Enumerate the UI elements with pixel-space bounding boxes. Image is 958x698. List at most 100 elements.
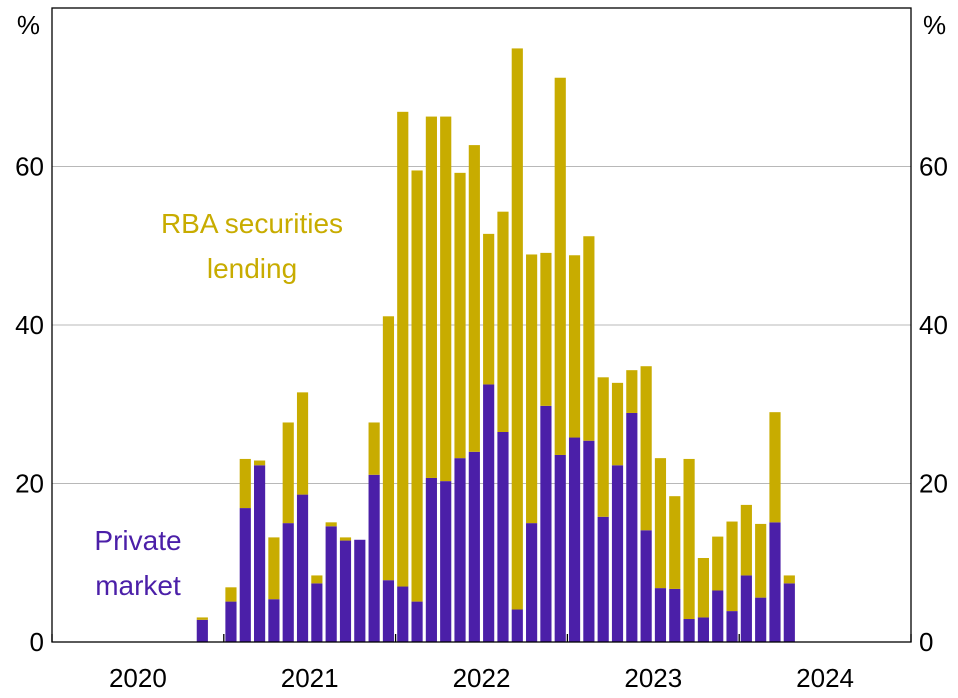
y-tick-label-right: 0 bbox=[919, 627, 933, 657]
bar-segment bbox=[239, 458, 251, 509]
bar-segment bbox=[511, 609, 523, 642]
bar-segment bbox=[540, 405, 552, 642]
bar-segment bbox=[454, 172, 466, 459]
bar-segment bbox=[411, 170, 423, 602]
bar-segment bbox=[440, 481, 452, 642]
bar-segment bbox=[325, 522, 337, 527]
bar-segment bbox=[497, 431, 509, 642]
bar-segment bbox=[325, 526, 337, 642]
y-tick-label-right: 20 bbox=[919, 469, 948, 499]
series-annotation: Private bbox=[94, 525, 181, 556]
bar-segment bbox=[597, 377, 609, 517]
x-tick-label: 2022 bbox=[453, 663, 511, 693]
bar-segment bbox=[425, 477, 437, 642]
y-tick-label-right: 40 bbox=[919, 310, 948, 340]
bar-segment bbox=[554, 454, 566, 642]
y-unit-label-left: % bbox=[17, 10, 40, 40]
bar-segment bbox=[726, 521, 738, 612]
bar-segment bbox=[755, 597, 767, 642]
bar-segment bbox=[296, 494, 309, 642]
bar-segment bbox=[282, 422, 294, 524]
bar-segment bbox=[254, 460, 266, 466]
bar-segment bbox=[611, 382, 624, 466]
bar-segment bbox=[425, 116, 437, 478]
x-tick-label: 2024 bbox=[796, 663, 854, 693]
bar-segment bbox=[282, 523, 294, 642]
bar-segment bbox=[540, 252, 552, 406]
plot-border bbox=[51, 7, 912, 643]
y-tick-label-right: 60 bbox=[919, 152, 948, 182]
x-tick-label: 2021 bbox=[281, 663, 339, 693]
bar-segment bbox=[339, 537, 352, 541]
bar-segment bbox=[296, 392, 309, 495]
bar-segment bbox=[196, 619, 208, 642]
bar-segment bbox=[526, 523, 538, 642]
bar-segment bbox=[526, 254, 538, 524]
bar-segment bbox=[583, 440, 595, 642]
bar-segment bbox=[483, 384, 495, 642]
bar-segment bbox=[697, 617, 709, 642]
bar-segment bbox=[640, 366, 652, 531]
bar-segment bbox=[468, 145, 480, 452]
bar-segment bbox=[354, 539, 366, 642]
x-tick-label: 2020 bbox=[109, 663, 167, 693]
bars bbox=[196, 48, 795, 642]
plot-frame bbox=[51, 7, 912, 643]
bar-segment bbox=[654, 458, 667, 589]
bar-segment bbox=[669, 496, 681, 589]
bar-segment bbox=[568, 437, 581, 642]
bar-segment bbox=[583, 236, 595, 441]
bar-segment bbox=[368, 474, 380, 642]
bar-segment bbox=[411, 601, 423, 642]
bar-segment bbox=[225, 601, 237, 642]
bar-segment bbox=[568, 255, 581, 438]
bar-segment bbox=[397, 111, 409, 587]
bar-segment bbox=[683, 458, 695, 620]
bar-segment bbox=[440, 116, 452, 482]
bar-segment bbox=[769, 522, 781, 642]
y-tick-label-left: 20 bbox=[15, 469, 44, 499]
bar-segment bbox=[640, 530, 652, 642]
bar-segment bbox=[382, 316, 395, 581]
bar-segment bbox=[268, 537, 280, 600]
bar-segment bbox=[626, 370, 638, 413]
bar-segment bbox=[783, 583, 795, 642]
bar-segment bbox=[454, 458, 466, 642]
bar-segment bbox=[239, 508, 251, 642]
bar-segment bbox=[368, 422, 380, 475]
bar-segment bbox=[740, 575, 752, 642]
series-annotation: market bbox=[95, 570, 181, 601]
bar-segment bbox=[196, 617, 208, 620]
bar-segment bbox=[697, 557, 709, 618]
bar-segment bbox=[654, 588, 667, 642]
bar-segment bbox=[755, 523, 767, 598]
bar-segment bbox=[397, 586, 409, 642]
bar-segment bbox=[254, 465, 266, 642]
bar-segment bbox=[511, 48, 523, 610]
bar-segment bbox=[769, 412, 781, 523]
series-annotation: RBA securities bbox=[161, 208, 343, 239]
bar-segment bbox=[311, 575, 323, 584]
bar-segment bbox=[669, 588, 681, 642]
bar-segment bbox=[597, 516, 609, 642]
bar-segment bbox=[382, 580, 395, 642]
x-tick-label: 2023 bbox=[624, 663, 682, 693]
bar-segment bbox=[554, 77, 566, 455]
bar-segment bbox=[483, 233, 495, 385]
bar-segment bbox=[726, 611, 738, 642]
bar-segment bbox=[626, 412, 638, 642]
bar-segment bbox=[783, 575, 795, 584]
annotations: RBA securities lending Private market bbox=[94, 208, 343, 601]
bar-segment bbox=[712, 590, 724, 642]
bar-segment bbox=[497, 211, 509, 432]
y-tick-label-left: 0 bbox=[30, 627, 44, 657]
bar-segment bbox=[712, 536, 724, 591]
bar-segment bbox=[740, 504, 752, 576]
y-tick-label-left: 40 bbox=[15, 310, 44, 340]
bar-segment bbox=[683, 619, 695, 642]
bar-segment bbox=[611, 465, 624, 642]
bar-segment bbox=[311, 583, 323, 642]
